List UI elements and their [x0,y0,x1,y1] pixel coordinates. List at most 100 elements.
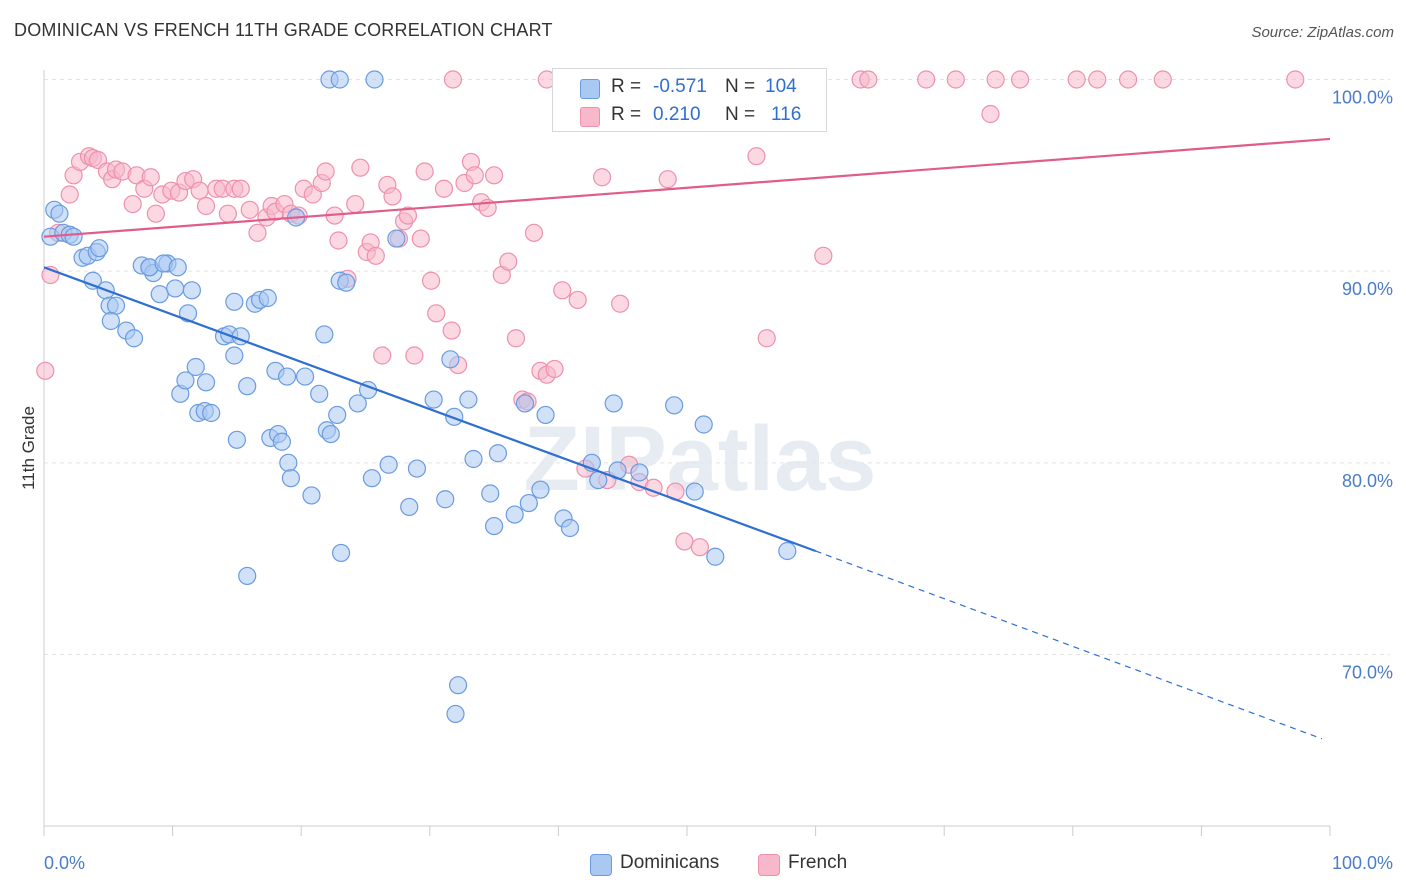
french-point [690,538,709,557]
french-point [411,229,430,248]
french-point [1088,70,1107,89]
dominican-point [83,271,102,290]
dominican-point [182,281,201,300]
dominican-point [441,350,460,369]
french-point [1118,70,1138,89]
dominican-point [665,396,684,415]
x-tick-labels: 0.0% 100.0% [44,853,1393,873]
french-point [946,70,965,89]
dominican-point [446,704,465,724]
trend-lines [43,137,1331,740]
french-point [1067,70,1086,89]
french-point [196,196,216,216]
x-tick-label: 0.0% [44,853,85,873]
dominican-point [321,424,340,444]
dominican-point [464,449,483,469]
dominican-point [196,373,216,392]
r-label: R = [611,104,642,125]
french-point [658,170,677,189]
french-point [373,346,392,365]
dominican-point [225,346,244,365]
dominican-point [106,296,126,315]
r-label: R = [611,76,642,97]
dominican-point [328,405,347,425]
french-point [1010,70,1030,89]
y-tick-label: 90.0% [1342,279,1393,299]
dominican-point [365,70,384,89]
french-point [248,223,267,242]
french-point [859,70,878,89]
dominican-point [436,490,455,509]
dominican-point [519,493,538,513]
dominican-point [481,484,500,503]
n-label: N = [725,76,756,97]
french-point [36,361,55,380]
dominican-point [330,70,349,89]
french-point [814,246,833,265]
dominicans-trend-extension [815,550,1323,740]
axes [43,70,1331,836]
french-point [545,359,564,379]
dominican-point [64,227,83,246]
dominican-point [400,497,419,517]
dominican-point [348,394,367,413]
dominican-point [505,505,524,524]
dominican-point [310,384,329,403]
y-axis-label: 11th Grade [19,406,38,490]
french-point [611,294,630,313]
dominican-point [448,676,468,695]
dominican-point [362,469,382,488]
french-point [757,329,776,348]
french-point [593,168,612,187]
french-trend-line [43,137,1331,238]
french-point [427,304,446,323]
dominican-point [150,285,169,304]
french-point [675,532,694,551]
french-point [986,70,1005,89]
dominican-point [331,543,351,563]
dominican-point [225,292,244,311]
dominican-point [295,367,315,386]
dominican-point [168,258,187,277]
stats-legend: R = -0.571 N = 104 R = 0.210 N = 116 [552,68,827,132]
legend-label-french: French [788,852,848,873]
french-point [383,187,402,206]
chart-title: DOMINICAN VS FRENCH 11TH GRADE CORRELATI… [14,20,553,40]
legend-label-dominicans: Dominicans [620,852,720,873]
dominicans-points [41,70,797,724]
dominican-point [694,415,713,434]
dominican-point [281,469,301,488]
legend-row-dominicans: R = -0.571 N = 104 [553,73,826,101]
dominican-point [424,390,443,409]
dominican-point [485,516,504,536]
dominican-point [445,407,464,426]
dominican-point [536,405,555,425]
french-point [981,104,1000,124]
n-value: 104 [765,76,797,97]
n-label: N = [725,104,756,125]
dominican-point [124,329,144,348]
french-point [747,147,766,166]
dominican-point [706,547,725,566]
dominican-point [272,432,292,451]
y-tick-label: 70.0% [1342,663,1393,683]
french-point [60,185,79,204]
french-point [329,231,348,250]
dominican-point [202,403,221,423]
dominican-point [101,311,120,331]
french-point [1286,70,1305,89]
dominican-point [176,371,195,390]
french-point [524,223,544,242]
dominican-point [277,367,297,386]
legend-row-french: R = 0.210 N = 116 [553,101,826,129]
french-swatch [580,107,600,127]
r-value: 0.210 [653,104,701,125]
dominican-point [560,518,580,538]
y-tick-labels: 100.0% 90.0% 80.0% 70.0% [1332,88,1393,683]
dominican-point [302,486,321,505]
french-point [398,206,418,225]
french-point [917,70,936,89]
y-tick-label: 80.0% [1342,471,1393,491]
french-point [366,246,385,265]
